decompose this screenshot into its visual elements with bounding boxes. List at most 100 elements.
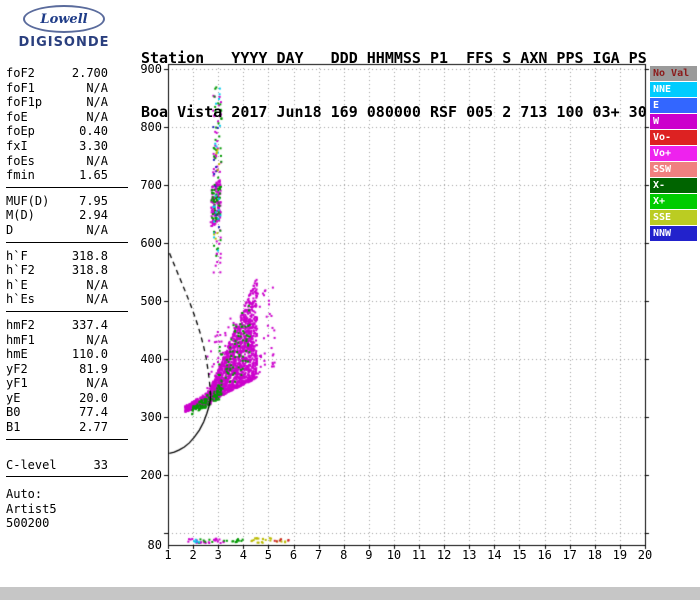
x-tick-label: 15 <box>512 548 527 562</box>
y-tick-label: 700 <box>140 178 162 193</box>
param-value: 33 <box>93 457 108 472</box>
param-value: N/A <box>86 153 108 168</box>
param-value: N/A <box>86 80 108 95</box>
param-label: h`F <box>6 248 28 263</box>
param-value: N/A <box>86 332 108 347</box>
legend-label: X- <box>653 180 666 191</box>
param-value: 2.700 <box>71 66 108 80</box>
x-tick-label: 19 <box>612 548 628 562</box>
param-label: foEp <box>6 124 35 139</box>
header-station-values: Boa Vista 2017 Jun18 169 080000 RSF 005 … <box>141 103 647 121</box>
param-value: 1.65 <box>79 168 108 183</box>
lowell-logo-oval: Lowell <box>23 5 105 33</box>
y-tick-label: 300 <box>140 410 162 425</box>
legend-item-nnw: NNW <box>650 226 697 241</box>
param-label: yF2 <box>6 361 28 376</box>
legend-label: NNW <box>653 228 672 239</box>
param-row: hmF2 337.4 <box>6 318 128 333</box>
param-row: B1 2.77 <box>6 420 128 435</box>
y-tick-label: 900 <box>140 62 162 77</box>
param-row: foEp 0.40 <box>6 124 128 139</box>
param-label: fmin <box>6 168 35 183</box>
param-value: 3.30 <box>79 138 108 153</box>
param-label: foF2 <box>6 66 35 80</box>
param-label: h`E <box>6 277 28 292</box>
x-tick-label: 10 <box>386 548 402 562</box>
x-tick-label: 2 <box>189 548 197 562</box>
param-value: N/A <box>86 222 108 237</box>
param-row: fxI 3.30 <box>6 139 128 154</box>
x-tick-label: 1 <box>164 548 172 562</box>
y-tick-label: 400 <box>140 352 162 367</box>
param-row: B0 77.4 <box>6 405 128 420</box>
param-row: h`E N/A <box>6 278 128 293</box>
y-tick-label: 80 <box>147 538 162 552</box>
param-row: fmin 1.65 <box>6 168 128 183</box>
param-label: foEs <box>6 153 35 168</box>
param-row: h`F2 318.8 <box>6 263 128 278</box>
param-divider <box>6 310 128 312</box>
param-row: hmF1 N/A <box>6 333 128 348</box>
x-tick-label: 5 <box>264 548 273 562</box>
param-row: h`Es N/A <box>6 292 128 307</box>
param-value: N/A <box>86 95 108 110</box>
param-divider <box>6 186 128 188</box>
param-row: yE 20.0 <box>6 391 128 406</box>
param-row: hmE 110.0 <box>6 347 128 362</box>
param-label: B1 <box>6 420 21 435</box>
param-value: 77.4 <box>79 405 108 420</box>
param-label: MUF(D) <box>6 193 50 208</box>
x-tick-label: 11 <box>411 548 427 562</box>
x-tick-label: 9 <box>365 548 373 562</box>
legend-item-x-: X- <box>650 178 697 193</box>
param-group-spacer <box>6 446 128 458</box>
station-header: Station YYYY DAY DDD HHMMSS P1 FFS S AXN… <box>141 13 647 157</box>
param-row: Artist5 <box>6 502 128 517</box>
param-label: M(D) <box>6 208 35 223</box>
y-tick-label: 500 <box>140 294 162 309</box>
param-label: foE <box>6 109 28 124</box>
x-tick-label: 6 <box>289 548 298 562</box>
lowell-logo-text: Lowell <box>40 11 88 27</box>
x-tick-label: 8 <box>340 548 348 562</box>
legend-item-vo-: Vo- <box>650 130 697 145</box>
y-tick-label: 600 <box>140 236 162 251</box>
x-tick-label: 12 <box>436 548 452 562</box>
param-label: h`Es <box>6 292 35 307</box>
legend-item-vo+: Vo+ <box>650 146 697 161</box>
legend-item-nne: NNE <box>650 82 697 97</box>
param-row: h`F 318.8 <box>6 249 128 264</box>
header-column-labels: Station YYYY DAY DDD HHMMSS P1 FFS S AXN… <box>141 49 647 67</box>
x-tick-label: 16 <box>537 548 552 562</box>
status-bar: BVJ03_2017169080000.RSF / 384fx512h 50 k… <box>0 587 700 600</box>
param-label: foF1 <box>6 80 35 95</box>
legend-label: NNE <box>653 84 672 95</box>
x-tick-label: 7 <box>315 548 323 562</box>
param-row: C-level 33 <box>6 458 128 473</box>
param-value <box>57 502 128 517</box>
lowell-digisonde-logo: Lowell DIGISONDE <box>8 5 120 50</box>
param-value: 318.8 <box>71 263 108 278</box>
param-value: 0.40 <box>79 124 108 139</box>
param-row: 500200 <box>6 516 128 531</box>
param-row: foF1 N/A <box>6 81 128 96</box>
param-label: B0 <box>6 405 21 420</box>
param-row: foE N/A <box>6 110 128 125</box>
x-tick-label: 18 <box>587 548 602 562</box>
legend-item-noval: No Val <box>650 66 697 81</box>
param-label: 500200 <box>6 516 50 531</box>
legend-item-ssw: SSW <box>650 162 697 177</box>
param-label: Artist5 <box>6 501 57 516</box>
param-value <box>49 516 128 531</box>
legend-label: SSW <box>653 164 672 175</box>
param-value: N/A <box>86 277 108 292</box>
legend-label: W <box>653 116 660 127</box>
param-value: 337.4 <box>71 317 108 332</box>
param-label: hmE <box>6 347 28 362</box>
x-tick-label: 3 <box>214 548 222 562</box>
parameter-panel: foF2 2.700 foF1 N/A foF1p N/A foE N/A foEp 0.40 fx… <box>6 66 128 531</box>
param-value: N/A <box>86 376 108 391</box>
legend-item-w: W <box>650 114 697 129</box>
